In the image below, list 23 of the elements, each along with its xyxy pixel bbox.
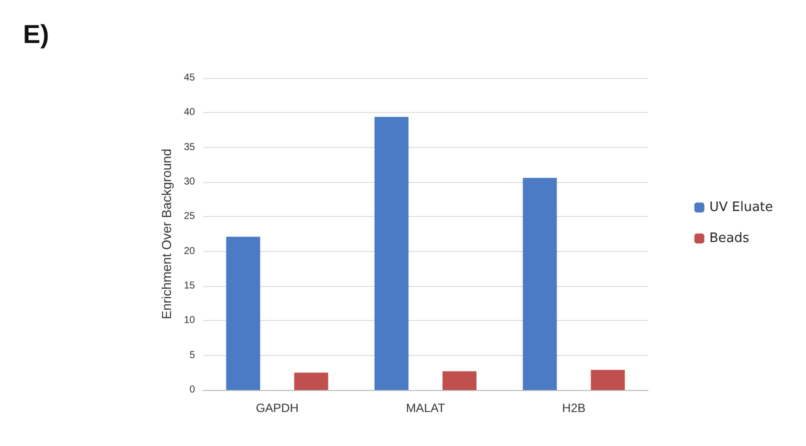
y-tick-label: 5 — [189, 350, 196, 361]
y-tick-label: 10 — [184, 315, 196, 326]
y-tick-label: 0 — [189, 384, 196, 396]
y-tick-label: 30 — [184, 176, 196, 188]
y-tick-label: 25 — [184, 211, 196, 222]
bar — [590, 370, 625, 390]
y-tick-label: 35 — [184, 142, 196, 153]
bar — [522, 178, 557, 390]
bar — [294, 372, 328, 390]
x-tick-label: H2B — [562, 401, 586, 415]
legend-label: UV Eluate — [709, 200, 774, 215]
y-tick-label: 40 — [184, 107, 196, 118]
legend-label: Beads — [709, 231, 750, 246]
y-tick-label: 15 — [184, 280, 196, 292]
bar — [374, 116, 408, 390]
y-tick-label: 20 — [184, 246, 196, 257]
bar — [226, 236, 260, 390]
y-axis-title: Enrichment Over Background — [158, 148, 174, 320]
bar — [442, 371, 476, 390]
x-tick-label: MALAT — [406, 401, 446, 415]
x-tick-label: GAPDH — [256, 401, 299, 415]
chart-title: E) — [23, 19, 49, 49]
y-tick-label: 45 — [184, 72, 196, 84]
